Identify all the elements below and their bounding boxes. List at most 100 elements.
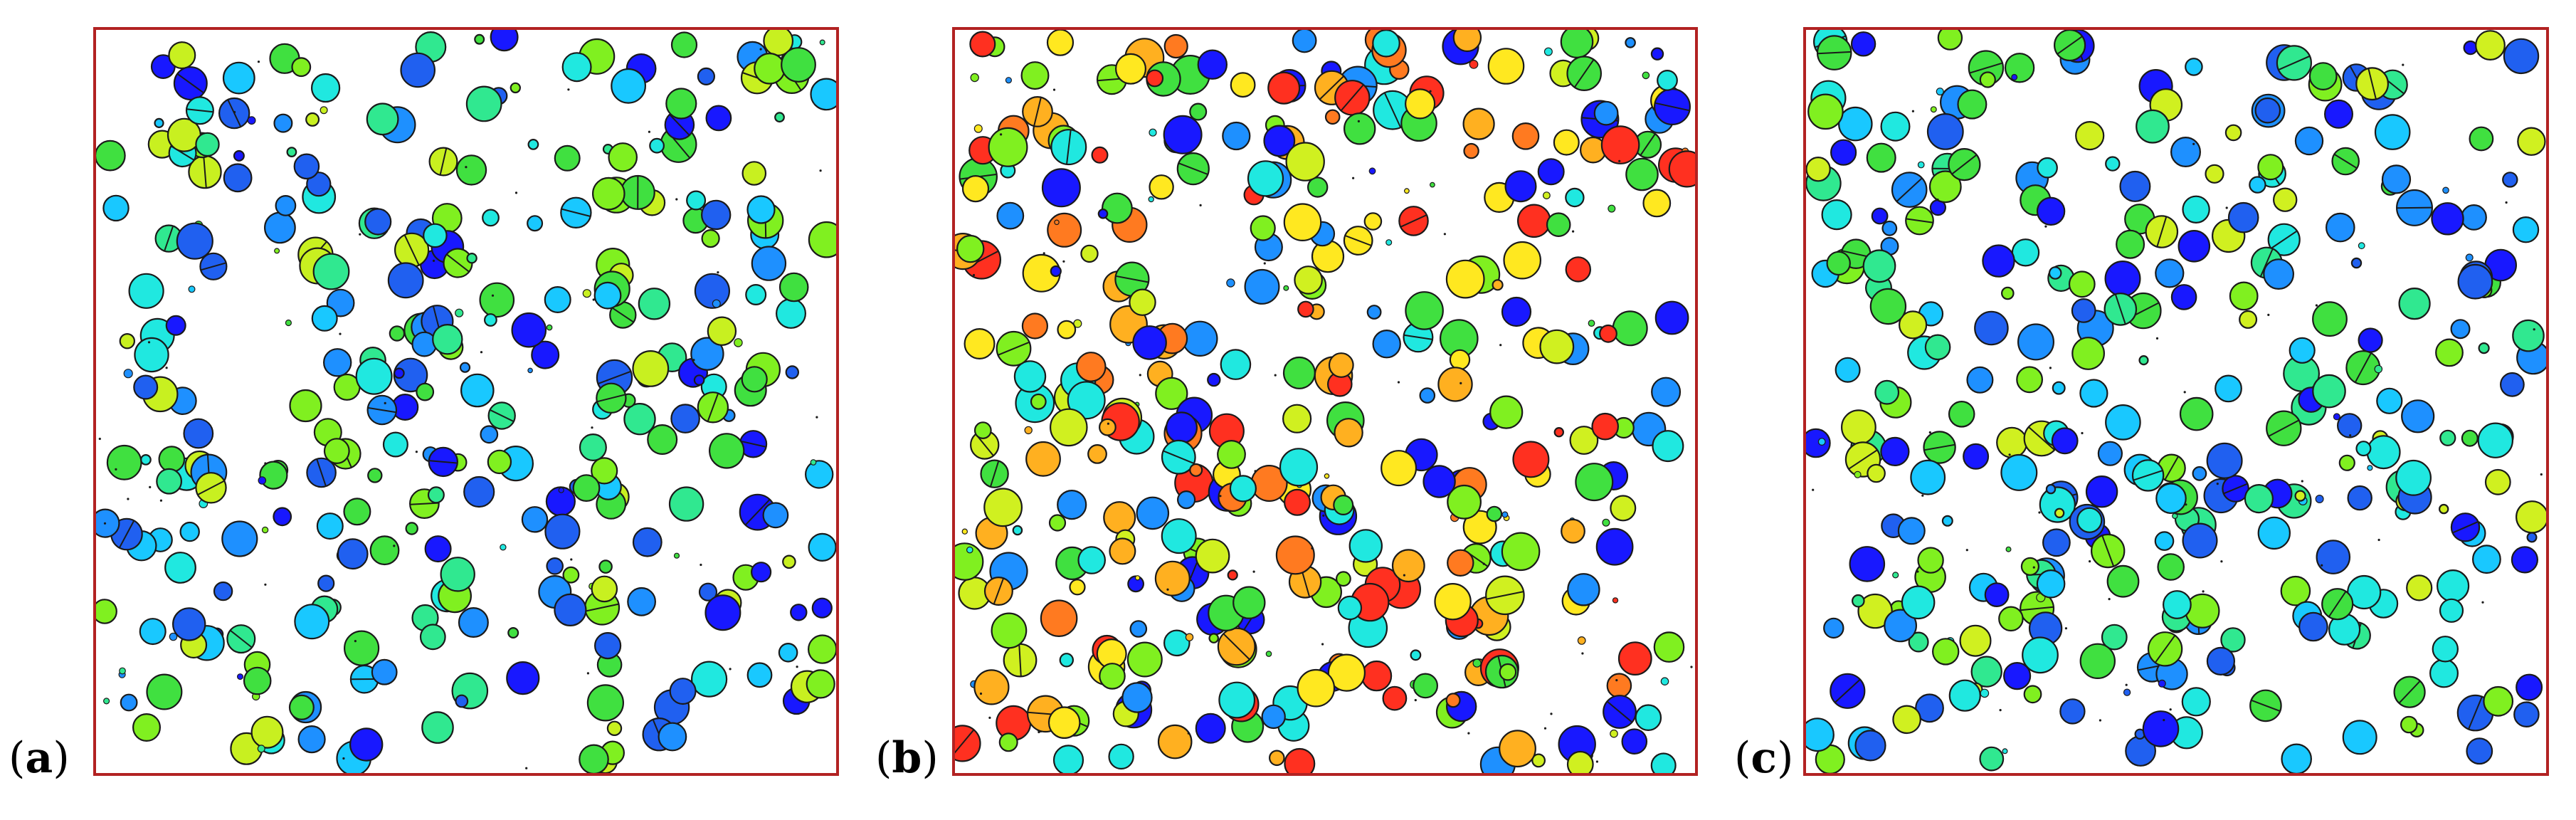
particle bbox=[2374, 364, 2383, 374]
particle bbox=[1307, 177, 1329, 198]
particle bbox=[1884, 609, 1918, 643]
particle bbox=[2037, 157, 2058, 179]
particle bbox=[1087, 444, 1107, 464]
particle bbox=[754, 52, 786, 85]
particle bbox=[1163, 33, 1188, 59]
particle bbox=[455, 154, 487, 186]
particle bbox=[2442, 186, 2449, 194]
particle bbox=[400, 52, 436, 88]
particle bbox=[704, 594, 741, 631]
particle bbox=[1220, 349, 1252, 380]
particle bbox=[955, 725, 981, 762]
particle bbox=[2205, 164, 2224, 184]
particle bbox=[500, 544, 507, 551]
particle bbox=[2381, 164, 2412, 194]
particle bbox=[344, 630, 380, 666]
particle bbox=[785, 365, 800, 379]
particle bbox=[119, 333, 135, 349]
particle bbox=[1030, 393, 1047, 410]
particle bbox=[1268, 750, 1285, 767]
particle bbox=[2263, 258, 2294, 290]
particle bbox=[1057, 489, 1087, 520]
speck bbox=[354, 640, 357, 643]
particle bbox=[1297, 668, 1336, 708]
particle bbox=[2350, 257, 2363, 269]
speck bbox=[1263, 262, 1266, 265]
speck bbox=[979, 692, 983, 695]
particle bbox=[2155, 258, 2185, 288]
speck bbox=[2008, 453, 2011, 456]
particle bbox=[1504, 170, 1537, 203]
particle bbox=[455, 308, 464, 317]
particle bbox=[1610, 729, 1618, 738]
particle bbox=[394, 367, 405, 379]
particle bbox=[2002, 748, 2008, 755]
particle bbox=[1013, 360, 1047, 393]
particle bbox=[2312, 301, 2348, 337]
grain-boundary bbox=[229, 629, 253, 648]
particle bbox=[1405, 291, 1444, 330]
particle bbox=[2512, 319, 2545, 352]
particle-map-b-canvas bbox=[955, 30, 1695, 773]
particle bbox=[1404, 88, 1436, 120]
particle bbox=[670, 31, 698, 58]
particle bbox=[693, 374, 705, 386]
particle bbox=[2439, 429, 2456, 446]
particle bbox=[320, 106, 328, 115]
particle bbox=[558, 487, 564, 493]
speck bbox=[2155, 337, 2159, 340]
particle bbox=[96, 599, 117, 624]
particle bbox=[734, 338, 743, 347]
particle bbox=[970, 73, 979, 83]
speck bbox=[1352, 177, 1355, 179]
particle bbox=[1368, 167, 1376, 175]
particle bbox=[2116, 229, 2145, 259]
particle bbox=[317, 574, 335, 592]
speck bbox=[759, 48, 762, 51]
grain-boundary bbox=[993, 577, 1005, 605]
grain-boundary bbox=[403, 234, 420, 266]
particle bbox=[480, 425, 499, 444]
grain-boundary bbox=[585, 603, 619, 612]
particle bbox=[2239, 310, 2258, 329]
particle bbox=[606, 720, 623, 737]
speck bbox=[257, 61, 260, 63]
particle bbox=[1871, 207, 1889, 225]
particle bbox=[1924, 334, 1951, 361]
particle bbox=[1282, 404, 1312, 433]
grain-boundary bbox=[2452, 520, 2479, 534]
speck bbox=[1965, 549, 1968, 552]
particle bbox=[690, 337, 724, 371]
particle bbox=[546, 324, 553, 331]
particle bbox=[1284, 747, 1316, 773]
particle bbox=[1324, 109, 1341, 125]
speck bbox=[675, 198, 678, 201]
particle bbox=[1565, 256, 1592, 283]
particle bbox=[1486, 505, 1503, 522]
particle bbox=[2179, 396, 2214, 431]
speck bbox=[233, 110, 236, 114]
particle bbox=[1129, 288, 1156, 316]
particle bbox=[140, 454, 152, 466]
particle bbox=[1874, 379, 1900, 405]
particle bbox=[1567, 573, 1600, 606]
particle bbox=[2281, 743, 2312, 773]
particle bbox=[1897, 517, 1926, 545]
speck bbox=[2377, 538, 2380, 542]
grain-boundary bbox=[367, 406, 396, 414]
particle bbox=[623, 403, 656, 436]
particle bbox=[423, 223, 448, 248]
particle bbox=[1862, 249, 1896, 283]
particle bbox=[966, 546, 973, 554]
particle bbox=[2170, 137, 2201, 168]
particle bbox=[387, 262, 424, 299]
particle bbox=[969, 31, 996, 58]
particle bbox=[668, 486, 704, 522]
speck bbox=[115, 468, 117, 471]
particle bbox=[531, 340, 560, 369]
particle bbox=[988, 127, 1028, 167]
particle bbox=[1182, 320, 1218, 357]
particle bbox=[2511, 546, 2539, 574]
particle bbox=[1279, 448, 1319, 487]
particle bbox=[179, 521, 200, 542]
